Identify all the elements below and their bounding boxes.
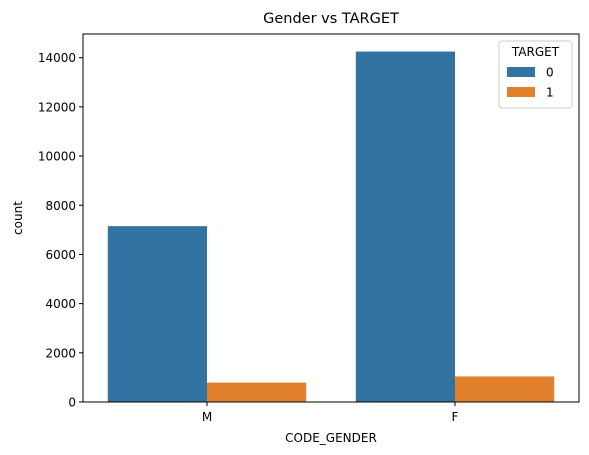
y-tick-label: 2000 bbox=[45, 346, 76, 360]
x-axis-label: CODE_GENDER bbox=[285, 431, 377, 445]
y-axis-label: count bbox=[11, 201, 25, 235]
legend-swatch-1 bbox=[507, 87, 535, 97]
bar-f-target-1[interactable] bbox=[455, 376, 555, 402]
y-tick-label: 12000 bbox=[38, 100, 76, 114]
x-tick-label: F bbox=[452, 410, 459, 424]
plot-area: M F 0 2000 4000 6000 8000 10000 12000 14000 bbox=[38, 51, 555, 424]
bar-f-target-0[interactable] bbox=[355, 51, 455, 403]
y-tick-label: 8000 bbox=[45, 199, 76, 213]
x-tick-label: M bbox=[202, 410, 212, 424]
y-tick-label: 0 bbox=[68, 396, 76, 410]
legend-swatch-0 bbox=[507, 67, 535, 77]
legend[interactable]: TARGET 0 1 bbox=[498, 40, 573, 109]
bar-m-target-1[interactable] bbox=[207, 382, 307, 402]
legend-label-0: 0 bbox=[546, 66, 554, 80]
axes-frame bbox=[82, 33, 580, 403]
legend-label-1: 1 bbox=[546, 86, 554, 100]
chart-title: Gender vs TARGET bbox=[263, 11, 399, 27]
y-tick-label: 14000 bbox=[38, 51, 76, 65]
bar-m-target-0[interactable] bbox=[107, 226, 207, 402]
y-tick-label: 4000 bbox=[45, 297, 76, 311]
y-tick-label: 10000 bbox=[38, 150, 76, 164]
legend-title: TARGET bbox=[511, 45, 560, 59]
y-tick-label: 6000 bbox=[45, 248, 76, 262]
